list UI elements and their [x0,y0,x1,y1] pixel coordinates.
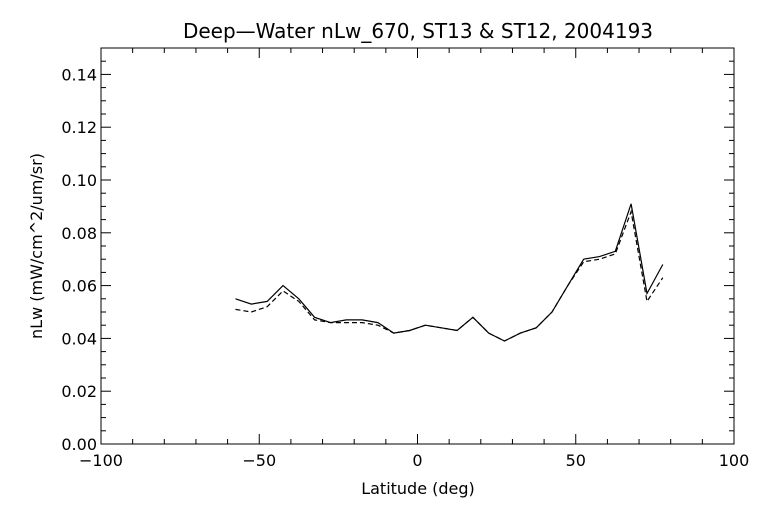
y-tick-label: 0.10 [61,171,97,190]
axis-tick-labels: −100 −50 0 50 100 0.00 0.02 0.04 0.06 0.08 0.10 0.1… [61,65,749,470]
y-tick-label: 0.12 [61,118,97,137]
y-tick-label: 0.14 [61,65,97,84]
x-tick-label: 0 [412,451,422,470]
x-tick-label: −50 [242,451,276,470]
series-lines [235,203,664,342]
x-tick-label: 100 [719,451,750,470]
chart-title: Deep—Water nLw_670, ST13 & ST12, 2004193 [183,19,653,43]
y-tick-label: 0.02 [61,382,97,401]
series-line-dashed [235,209,664,342]
y-tick-label: 0.06 [61,277,97,296]
y-tick-label: 0.00 [61,435,97,454]
x-tick-label: −100 [79,451,123,470]
x-axis-label: Latitude (deg) [361,479,475,498]
y-tick-label: 0.04 [61,329,97,348]
y-axis-label: nLw (mW/cm^2/um/sr) [27,153,46,339]
y-tick-label: 0.08 [61,224,97,243]
series-line-solid [235,203,664,342]
axis-ticks [100,47,735,445]
x-tick-label: 50 [566,451,586,470]
